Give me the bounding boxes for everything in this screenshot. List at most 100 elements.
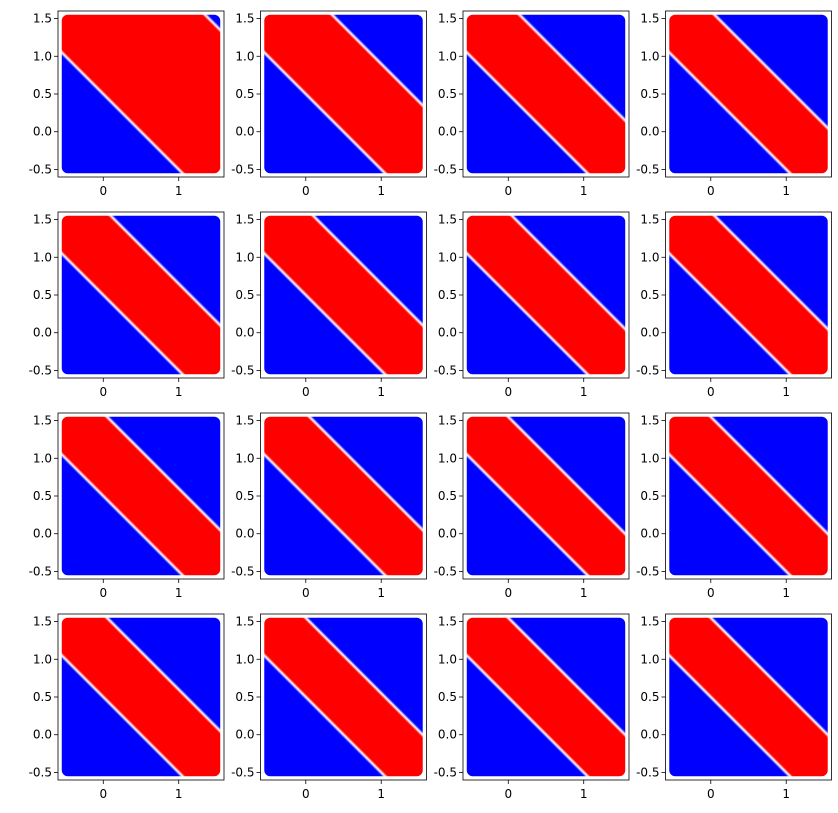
y-tick-label: 0.5 xyxy=(235,288,254,302)
y-tick-label: -0.5 xyxy=(636,363,659,377)
x-tick-label: 1 xyxy=(782,184,790,198)
y-tick-label: 1.0 xyxy=(640,451,659,465)
y-tick-label: 1.0 xyxy=(33,250,52,264)
y-tick-label: 0.5 xyxy=(33,690,52,704)
y-tick-label: -0.5 xyxy=(434,363,457,377)
x-tick-label: 1 xyxy=(580,586,588,600)
heatmap-field xyxy=(264,14,423,174)
y-tick-label: 0.5 xyxy=(640,87,659,101)
x-tick-label: 1 xyxy=(377,586,385,600)
heatmap-field xyxy=(669,617,828,777)
x-tick-label: 0 xyxy=(504,787,512,801)
y-tick-label: 1.0 xyxy=(235,652,254,666)
panel-7: 0 1 -0.5 0.0 0.5 1.0 1.5 xyxy=(434,211,630,399)
heatmap-field xyxy=(264,215,423,375)
y-tick-label: 0.5 xyxy=(33,87,52,101)
y-tick-label: 0.0 xyxy=(640,527,659,541)
y-tick-label: 0.5 xyxy=(438,489,457,503)
x-tick-label: 1 xyxy=(580,385,588,399)
x-tick-label: 1 xyxy=(580,184,588,198)
y-tick-label: -0.5 xyxy=(434,162,457,176)
y-tick-label: -0.5 xyxy=(29,363,52,377)
y-tick-label: -0.5 xyxy=(29,162,52,176)
x-tick-label: 0 xyxy=(302,385,310,399)
y-tick-label: 1.5 xyxy=(640,12,659,26)
heatmap-field xyxy=(264,416,423,576)
y-tick-label: 0.5 xyxy=(235,690,254,704)
x-tick-label: 1 xyxy=(175,385,183,399)
heatmap-field xyxy=(466,416,626,576)
heatmap-field xyxy=(61,215,221,375)
panel-16: 0 1 -0.5 0.0 0.5 1.0 1.5 xyxy=(636,613,832,801)
x-tick-label: 1 xyxy=(377,385,385,399)
y-tick-label: 0.5 xyxy=(640,489,659,503)
y-tick-label: 1.0 xyxy=(640,250,659,264)
panel-14: 0 1 -0.5 0.0 0.5 1.0 1.5 xyxy=(231,613,427,801)
y-tick-label: 0.0 xyxy=(235,728,254,742)
x-tick-label: 0 xyxy=(504,385,512,399)
y-tick-label: -0.5 xyxy=(636,162,659,176)
y-tick-label: 1.5 xyxy=(438,414,457,428)
y-tick-label: 0.0 xyxy=(235,527,254,541)
panel-4: 0 1 -0.5 0.0 0.5 1.0 1.5 xyxy=(636,10,832,198)
y-tick-label: 1.0 xyxy=(235,250,254,264)
x-tick-label: 1 xyxy=(782,385,790,399)
y-tick-label: 1.0 xyxy=(640,49,659,63)
x-tick-label: 1 xyxy=(377,787,385,801)
heatmap-field xyxy=(61,14,221,174)
y-tick-label: 1.0 xyxy=(438,652,457,666)
heatmap-field xyxy=(264,617,423,777)
y-tick-label: 0.0 xyxy=(438,527,457,541)
y-tick-label: 0.5 xyxy=(438,690,457,704)
y-tick-label: 0.0 xyxy=(33,728,52,742)
y-tick-label: 1.5 xyxy=(33,615,52,629)
panel-10: 0 1 -0.5 0.0 0.5 1.0 1.5 xyxy=(231,412,427,600)
x-tick-label: 1 xyxy=(175,787,183,801)
heatmap-field xyxy=(466,617,626,777)
heatmap-field xyxy=(669,416,828,576)
y-tick-label: 1.5 xyxy=(235,414,254,428)
y-tick-label: 0.5 xyxy=(33,288,52,302)
x-tick-label: 0 xyxy=(707,184,715,198)
y-tick-label: -0.5 xyxy=(434,564,457,578)
y-tick-label: 0.5 xyxy=(640,288,659,302)
y-tick-label: 1.5 xyxy=(438,12,457,26)
y-tick-label: -0.5 xyxy=(231,564,254,578)
x-tick-label: 0 xyxy=(707,385,715,399)
panel-15: 0 1 -0.5 0.0 0.5 1.0 1.5 xyxy=(434,613,630,801)
y-tick-label: 1.5 xyxy=(438,615,457,629)
y-tick-label: 0.0 xyxy=(33,527,52,541)
panel-12: 0 1 -0.5 0.0 0.5 1.0 1.5 xyxy=(636,412,832,600)
y-tick-label: 1.5 xyxy=(235,213,254,227)
y-tick-label: 0.0 xyxy=(640,728,659,742)
y-tick-label: 0.0 xyxy=(640,125,659,139)
y-tick-label: 1.5 xyxy=(235,615,254,629)
panel-2: 0 1 -0.5 0.0 0.5 1.0 1.5 xyxy=(231,10,427,198)
y-tick-label: 1.0 xyxy=(235,49,254,63)
heatmap-field xyxy=(669,215,828,375)
x-tick-label: 1 xyxy=(175,586,183,600)
y-tick-label: 1.5 xyxy=(640,414,659,428)
heatmap-field xyxy=(669,14,828,174)
y-tick-label: 1.0 xyxy=(33,652,52,666)
x-tick-label: 0 xyxy=(504,184,512,198)
heatmap-field xyxy=(61,617,221,777)
y-tick-label: -0.5 xyxy=(636,564,659,578)
y-tick-label: -0.5 xyxy=(636,765,659,779)
y-tick-label: 0.0 xyxy=(438,326,457,340)
x-tick-label: 0 xyxy=(302,184,310,198)
heatmap-field xyxy=(466,215,626,375)
panel-11: 0 1 -0.5 0.0 0.5 1.0 1.5 xyxy=(434,412,630,600)
x-tick-label: 0 xyxy=(707,586,715,600)
y-tick-label: 1.0 xyxy=(235,451,254,465)
y-tick-label: 0.0 xyxy=(640,326,659,340)
y-tick-label: 1.5 xyxy=(640,615,659,629)
y-tick-label: 0.0 xyxy=(438,125,457,139)
panel-3: 0 1 -0.5 0.0 0.5 1.0 1.5 xyxy=(434,10,630,198)
y-tick-label: -0.5 xyxy=(231,162,254,176)
panel-5: 0 1 -0.5 0.0 0.5 1.0 1.5 xyxy=(29,211,225,399)
y-tick-label: 0.5 xyxy=(640,690,659,704)
y-tick-label: 1.0 xyxy=(33,49,52,63)
panels-container: 0 1 -0.5 0.0 0.5 1.0 1.5 0 1 -0.5 0.0 0.5 1.0 1.5 0 1 -0… xyxy=(29,10,832,801)
